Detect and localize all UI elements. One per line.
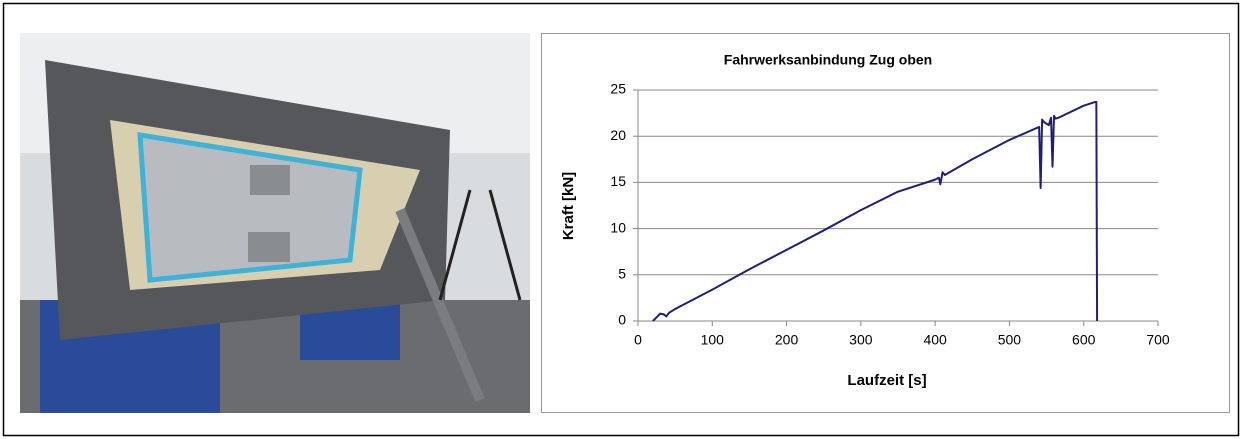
chart-title: Fahrwerksanbindung Zug oben	[724, 52, 932, 68]
figure: Fahrwerksanbindung Zug oben Laufzeit [s]…	[0, 0, 1242, 439]
y-tick-label: 5	[618, 266, 626, 282]
x-tick-label: 600	[1072, 332, 1096, 348]
y-tick-label: 20	[610, 127, 626, 143]
x-tick-label: 300	[849, 332, 873, 348]
x-axis-label: Laufzeit [s]	[847, 372, 926, 389]
y-tick-label: 15	[610, 173, 626, 189]
y-tick-label: 0	[618, 312, 626, 328]
y-axis-label: Kraft [kN]	[560, 172, 577, 240]
x-tick-label: 200	[775, 332, 799, 348]
x-tick-label: 500	[998, 332, 1022, 348]
x-tick-label: 0	[634, 332, 642, 348]
photo	[20, 33, 530, 413]
figure-canvas: Fahrwerksanbindung Zug oben Laufzeit [s]…	[0, 0, 1242, 439]
x-tick-label: 700	[1146, 332, 1170, 348]
x-tick-label: 100	[701, 332, 725, 348]
x-tick-label: 400	[923, 332, 947, 348]
y-tick-label: 10	[610, 219, 626, 235]
y-tick-label: 25	[610, 81, 626, 97]
